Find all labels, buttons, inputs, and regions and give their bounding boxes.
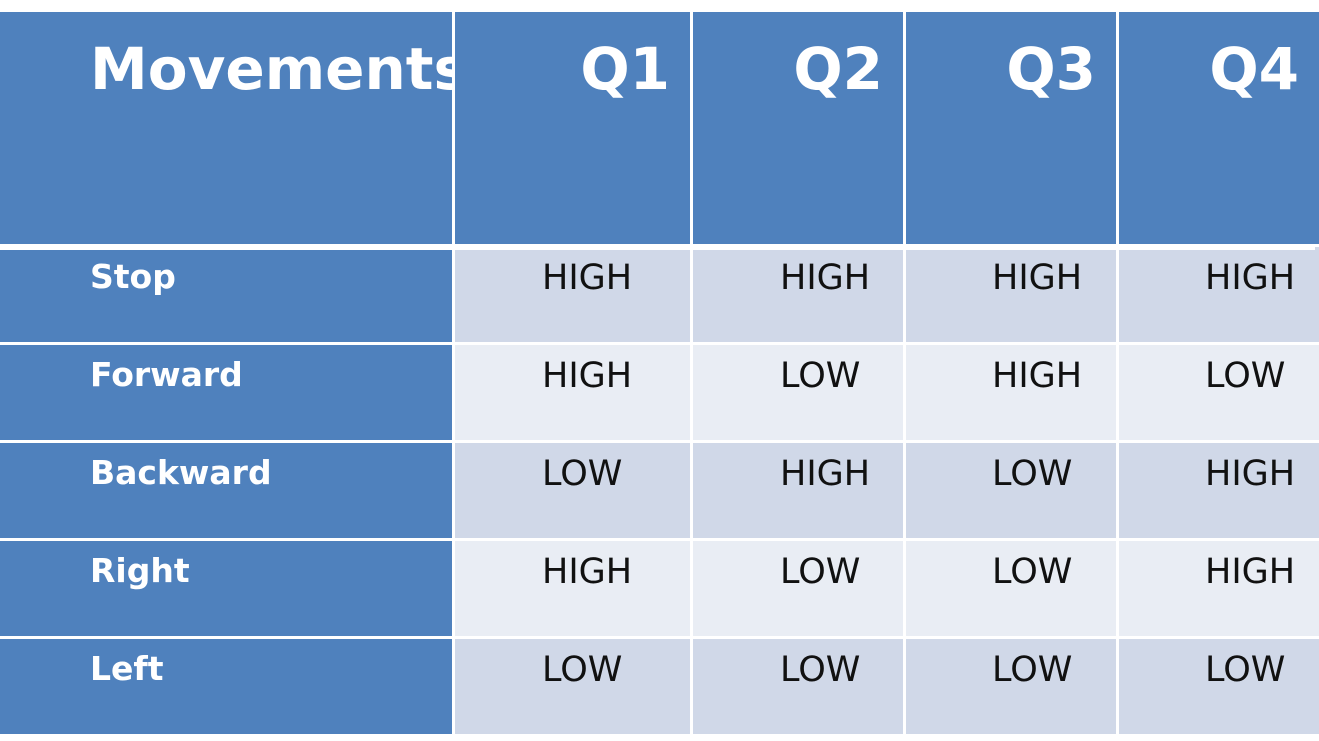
table-cell: HIGH [455, 541, 690, 636]
table-cell: LOW [906, 639, 1116, 734]
table-cell: HIGH [693, 247, 903, 342]
table-cell: LOW [693, 345, 903, 440]
row-label: Stop [0, 247, 452, 342]
header-q2: Q2 [693, 12, 903, 244]
table-cell: HIGH [693, 443, 903, 538]
row-label: Left [0, 639, 452, 734]
table-cell: HIGH [1119, 443, 1319, 538]
table-cell: HIGH [1119, 541, 1319, 636]
row-label: Backward [0, 443, 452, 538]
table-cell: HIGH [906, 345, 1116, 440]
row-label: Right [0, 541, 452, 636]
table-cell: HIGH [455, 345, 690, 440]
table-cell: LOW [1119, 345, 1319, 440]
table-cell: LOW [693, 639, 903, 734]
table-cell: LOW [906, 541, 1116, 636]
table-cell: LOW [693, 541, 903, 636]
header-q1: Q1 [455, 12, 690, 244]
table-cell: HIGH [1119, 247, 1319, 342]
header-q3: Q3 [906, 12, 1116, 244]
table-cell: LOW [906, 443, 1116, 538]
header-divider [0, 246, 1315, 250]
movements-table: Movements Q1 Q2 Q3 Q4 Stop HIGH HIGH HIG… [0, 12, 1319, 734]
row-label: Forward [0, 345, 452, 440]
table-cell: LOW [455, 639, 690, 734]
table-cell: LOW [455, 443, 690, 538]
table-cell: HIGH [455, 247, 690, 342]
header-movements: Movements [0, 12, 468, 244]
table-cell: LOW [1119, 639, 1319, 734]
header-q4: Q4 [1119, 12, 1319, 244]
table-cell: HIGH [906, 247, 1116, 342]
